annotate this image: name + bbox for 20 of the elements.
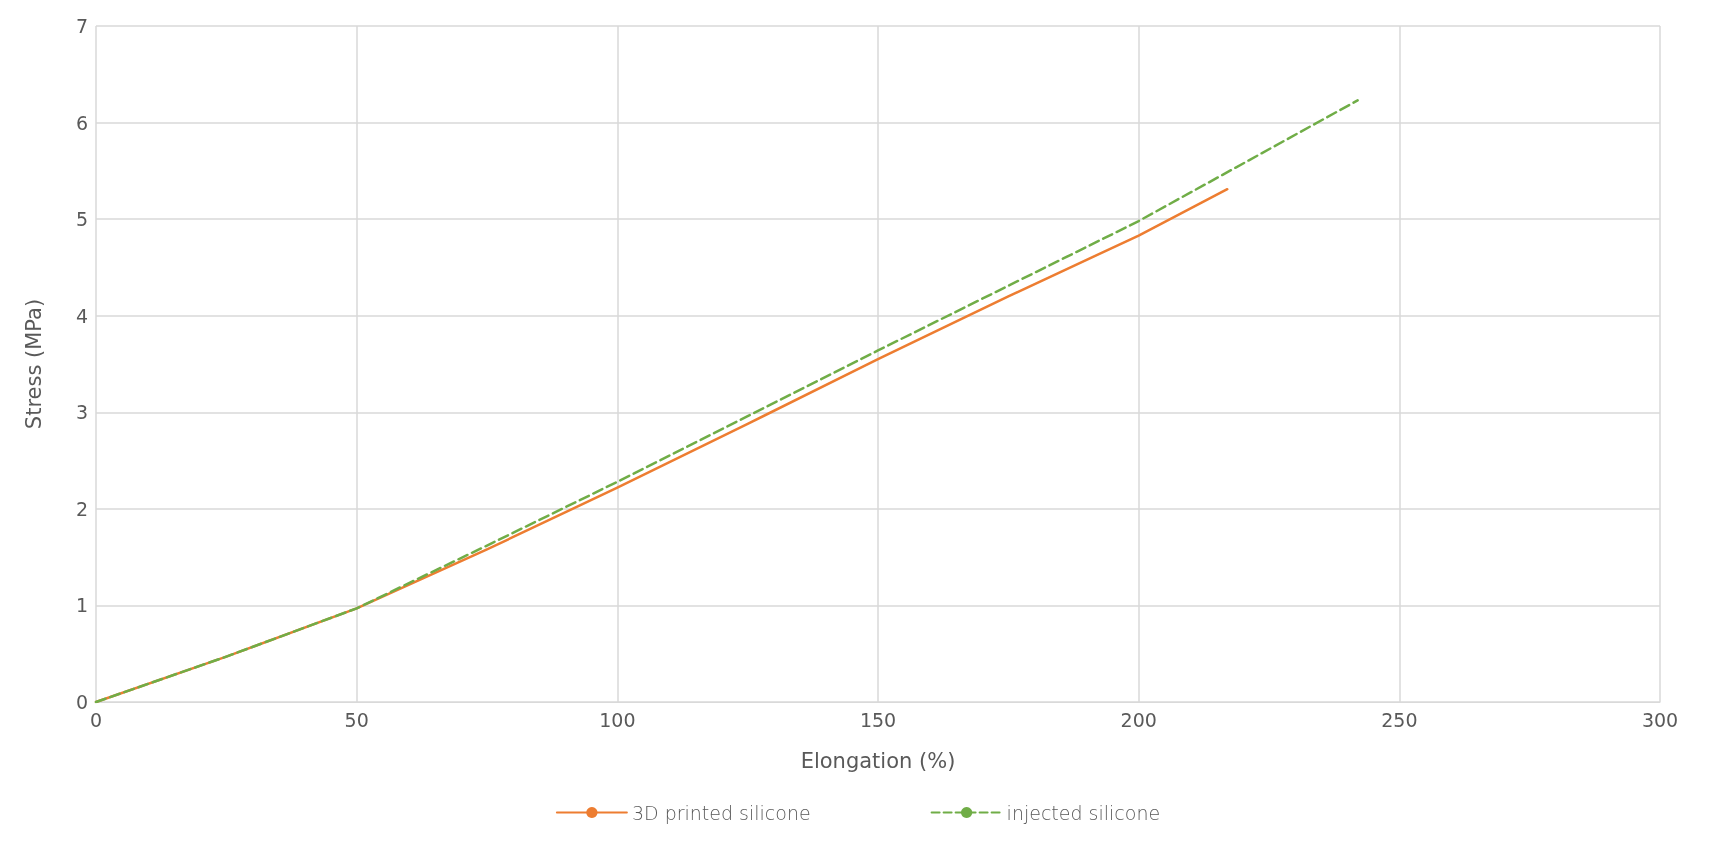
- x-axis-title: Elongation (%): [800, 748, 956, 773]
- x-tick-label: 300: [1641, 708, 1679, 731]
- x-tick-label: 200: [1120, 708, 1157, 731]
- y-tick-label: 5: [75, 208, 88, 231]
- legend-label: 3D printed silicone: [631, 801, 811, 824]
- y-tick-label: 4: [75, 304, 88, 327]
- x-tick-label: 100: [599, 708, 636, 731]
- y-tick-label: 2: [75, 497, 88, 520]
- x-tick-label: 0: [89, 708, 103, 731]
- x-tick-label: 50: [344, 708, 369, 731]
- y-tick-label: 0: [75, 691, 88, 713]
- y-tick-label: 7: [75, 15, 88, 37]
- y-axis-title: Stress (MPa): [21, 298, 46, 430]
- line-series: [94, 99, 1359, 704]
- x-tick-label: 150: [859, 708, 897, 731]
- y-tick-label: 6: [75, 111, 88, 134]
- y-tick-label: 3: [75, 401, 88, 424]
- legend-label: injected silicone: [1006, 801, 1161, 824]
- x-tick-label: 250: [1381, 708, 1418, 731]
- y-tick-label: 1: [75, 594, 88, 617]
